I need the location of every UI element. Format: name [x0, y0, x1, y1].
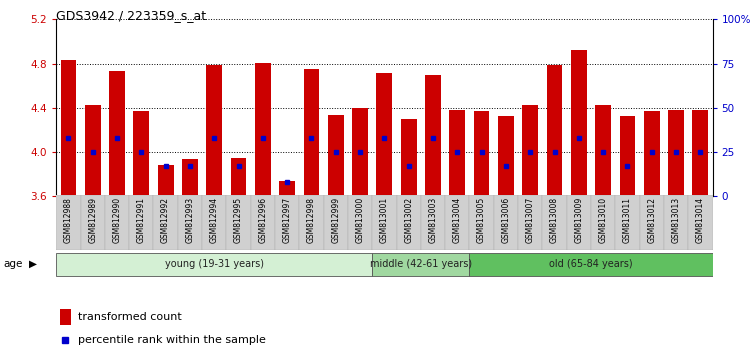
Text: GSM812992: GSM812992 — [161, 197, 170, 243]
Bar — [231, 158, 247, 196]
Text: GSM813013: GSM813013 — [671, 197, 680, 243]
Text: GSM813003: GSM813003 — [428, 197, 437, 243]
Text: GSM812999: GSM812999 — [332, 197, 340, 243]
FancyBboxPatch shape — [251, 195, 275, 250]
FancyBboxPatch shape — [275, 195, 299, 250]
FancyBboxPatch shape — [494, 195, 518, 250]
FancyBboxPatch shape — [446, 195, 470, 250]
FancyBboxPatch shape — [154, 195, 178, 250]
Text: GSM813000: GSM813000 — [356, 197, 364, 243]
FancyBboxPatch shape — [664, 195, 688, 250]
FancyBboxPatch shape — [591, 195, 615, 250]
Bar — [400, 119, 416, 196]
Text: old (65-84 years): old (65-84 years) — [549, 259, 633, 269]
Bar — [328, 115, 344, 196]
Text: middle (42-61 years): middle (42-61 years) — [370, 259, 472, 269]
Text: GSM813012: GSM813012 — [647, 197, 656, 243]
Text: GSM812988: GSM812988 — [64, 197, 73, 243]
Bar — [352, 108, 368, 196]
Text: GSM812989: GSM812989 — [88, 197, 98, 243]
FancyBboxPatch shape — [56, 195, 80, 250]
Bar — [596, 105, 611, 196]
FancyBboxPatch shape — [323, 195, 348, 250]
Text: GSM813001: GSM813001 — [380, 197, 388, 243]
Text: percentile rank within the sample: percentile rank within the sample — [78, 335, 266, 346]
FancyBboxPatch shape — [56, 253, 372, 275]
Bar — [279, 181, 295, 196]
FancyBboxPatch shape — [615, 195, 640, 250]
Bar — [59, 309, 71, 325]
Text: GSM813007: GSM813007 — [526, 197, 535, 243]
Bar — [522, 105, 538, 196]
Bar — [206, 65, 222, 196]
Bar — [474, 111, 490, 196]
Bar — [620, 116, 635, 196]
Text: GSM812995: GSM812995 — [234, 197, 243, 243]
FancyBboxPatch shape — [518, 195, 542, 250]
Text: GDS3942 / 223359_s_at: GDS3942 / 223359_s_at — [56, 9, 206, 22]
FancyBboxPatch shape — [470, 253, 712, 275]
Text: GSM812991: GSM812991 — [136, 197, 146, 243]
FancyBboxPatch shape — [688, 195, 712, 250]
Bar — [498, 116, 514, 196]
FancyBboxPatch shape — [129, 195, 154, 250]
FancyBboxPatch shape — [421, 195, 446, 250]
Text: GSM813004: GSM813004 — [453, 197, 462, 243]
FancyBboxPatch shape — [372, 195, 397, 250]
Text: GSM812998: GSM812998 — [307, 197, 316, 243]
Text: GSM812993: GSM812993 — [185, 197, 194, 243]
Text: GSM813014: GSM813014 — [696, 197, 705, 243]
Bar — [571, 50, 586, 196]
Bar — [449, 110, 465, 196]
FancyBboxPatch shape — [226, 195, 251, 250]
Text: GSM813002: GSM813002 — [404, 197, 413, 243]
FancyBboxPatch shape — [542, 195, 567, 250]
Text: young (19-31 years): young (19-31 years) — [165, 259, 264, 269]
Text: GSM813005: GSM813005 — [477, 197, 486, 243]
FancyBboxPatch shape — [299, 195, 323, 250]
Text: GSM813011: GSM813011 — [623, 197, 632, 243]
Bar — [134, 111, 149, 196]
Text: GSM812997: GSM812997 — [283, 197, 292, 243]
Bar — [85, 105, 100, 196]
Bar — [644, 111, 660, 196]
Bar — [376, 73, 392, 196]
Bar — [547, 65, 562, 196]
Bar — [304, 69, 320, 196]
FancyBboxPatch shape — [567, 195, 591, 250]
Bar — [255, 63, 271, 196]
Text: GSM813008: GSM813008 — [550, 197, 559, 243]
Bar — [668, 110, 684, 196]
FancyBboxPatch shape — [178, 195, 202, 250]
Bar — [109, 72, 125, 196]
FancyBboxPatch shape — [105, 195, 129, 250]
FancyBboxPatch shape — [372, 253, 470, 275]
Bar — [182, 159, 198, 196]
Text: GSM813010: GSM813010 — [598, 197, 608, 243]
Bar — [61, 61, 76, 196]
FancyBboxPatch shape — [202, 195, 226, 250]
FancyBboxPatch shape — [348, 195, 372, 250]
Text: age: age — [4, 259, 23, 269]
Bar — [158, 166, 173, 196]
Text: ▶: ▶ — [28, 259, 37, 269]
Bar — [692, 110, 708, 196]
FancyBboxPatch shape — [640, 195, 664, 250]
Text: GSM812994: GSM812994 — [210, 197, 219, 243]
Text: transformed count: transformed count — [78, 312, 182, 322]
Bar — [425, 75, 441, 196]
FancyBboxPatch shape — [470, 195, 494, 250]
Text: GSM813009: GSM813009 — [574, 197, 584, 243]
Text: GSM812990: GSM812990 — [112, 197, 122, 243]
FancyBboxPatch shape — [397, 195, 421, 250]
Text: GSM812996: GSM812996 — [258, 197, 267, 243]
Text: GSM813006: GSM813006 — [502, 197, 511, 243]
FancyBboxPatch shape — [80, 195, 105, 250]
